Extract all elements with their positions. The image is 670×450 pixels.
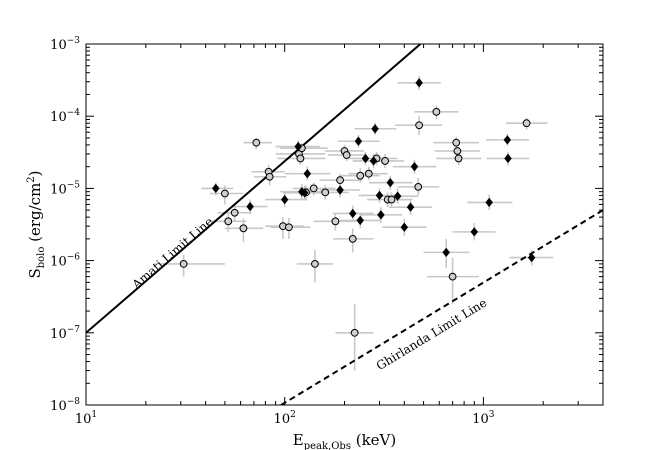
- data-point-diamond: [300, 188, 309, 198]
- data-point-circle: [220, 189, 229, 198]
- data-point-diamond: [356, 215, 364, 226]
- data-point-circle: [331, 217, 340, 226]
- y-tick-label: 10−3: [50, 36, 80, 53]
- data-point-circle: [224, 217, 233, 226]
- data-point-circle: [179, 260, 188, 268]
- x-tick-label: 101: [75, 410, 97, 427]
- data-point-circle: [311, 260, 319, 268]
- data-point-diamond: [377, 210, 385, 220]
- data-point-diamond: [504, 153, 512, 164]
- data-point-diamond: [212, 183, 220, 194]
- data-point-diamond: [246, 201, 254, 212]
- data-point-diamond: [415, 78, 423, 88]
- y-axis-label-sup: 2: [26, 176, 37, 182]
- data-point-circle: [309, 184, 318, 193]
- data-point-diamond: [470, 227, 479, 237]
- data-point-circle: [348, 234, 357, 243]
- data-point-diamond: [410, 161, 419, 172]
- amati-limit-line: [86, 44, 422, 334]
- data-point-circle: [239, 224, 248, 233]
- axis-ticks: [85, 43, 604, 406]
- y-tick-label: 10−8: [50, 397, 80, 414]
- y-tick-label: 10−7: [50, 325, 80, 342]
- data-point-diamond: [336, 185, 344, 195]
- y-tick-label: 10−4: [50, 108, 80, 125]
- data-point-circle: [448, 272, 457, 281]
- data-point-diamond: [485, 197, 493, 208]
- ghirlanda-limit-line: [280, 209, 603, 405]
- data-point-circle: [364, 169, 373, 178]
- data-point-circle: [454, 154, 463, 163]
- data-point-circle: [284, 223, 293, 232]
- x-tick-label: 103: [472, 410, 495, 427]
- data-point-circle: [452, 138, 461, 147]
- line-annotations: Amati Limit Line Ghirlanda Limit Line: [129, 214, 490, 373]
- y-axis-label: Sbolo (erg/cm2): [26, 170, 47, 278]
- data-point-circle: [415, 121, 424, 130]
- x-axis-label: Epeak,Obs (keV): [293, 431, 397, 450]
- data-point-diamond: [280, 194, 289, 205]
- data-point-diamond: [527, 252, 536, 263]
- data-point-circle: [336, 176, 344, 185]
- data-point-diamond: [294, 141, 302, 152]
- data-point-diamond: [386, 178, 395, 188]
- data-point-diamond: [371, 124, 379, 134]
- data-point-circle: [387, 195, 396, 204]
- amati-limit-label: Amati Limit Line: [129, 214, 216, 292]
- data-point-circle: [356, 171, 365, 180]
- data-point-circle: [453, 147, 462, 155]
- data-point-circle: [522, 119, 531, 128]
- data-point-circle: [252, 138, 261, 147]
- data-point-circle: [230, 208, 239, 217]
- data-markers: [179, 78, 536, 337]
- ghirlanda-limit-label: Ghirlanda Limit Line: [374, 296, 490, 374]
- data-point-diamond: [361, 153, 370, 164]
- data-point-circle: [296, 154, 305, 163]
- limit-lines: [86, 44, 603, 405]
- x-tick-label: 102: [274, 410, 296, 427]
- data-point-diamond: [400, 222, 409, 232]
- y-axis-label-main: S: [26, 268, 44, 278]
- data-point-diamond: [503, 135, 512, 145]
- data-point-diamond: [406, 202, 415, 212]
- tick-labels: 101 102 103 10−8 10−7 10−6 10−5 10−4 10−3: [50, 36, 495, 427]
- y-axis-label-suffix: (erg/cm: [26, 183, 44, 247]
- data-point-circle: [321, 188, 330, 197]
- y-axis-label-sub: bolo: [36, 247, 47, 269]
- data-point-circle: [381, 157, 389, 165]
- data-point-circle: [350, 328, 359, 337]
- data-point-circle: [265, 172, 274, 181]
- data-point-diamond: [375, 190, 384, 201]
- data-point-diamond: [354, 136, 363, 146]
- y-tick-label: 10−6: [50, 253, 80, 270]
- data-point-diamond: [442, 247, 450, 258]
- data-point-diamond: [393, 191, 402, 201]
- data-point-diamond: [348, 208, 357, 219]
- data-point-circle: [342, 151, 351, 159]
- x-axis-label-suffix: (keV): [351, 431, 396, 449]
- x-axis-label-sub: peak,Obs: [304, 441, 351, 450]
- data-point-diamond: [369, 156, 378, 166]
- data-point-circle: [414, 182, 423, 191]
- data-point-circle: [432, 107, 441, 116]
- x-axis-label-main: E: [293, 431, 304, 449]
- y-axis-label-close: ): [26, 170, 44, 176]
- data-point-diamond: [303, 168, 312, 179]
- plot-frame: [85, 43, 604, 406]
- y-tick-label: 10−5: [50, 180, 80, 197]
